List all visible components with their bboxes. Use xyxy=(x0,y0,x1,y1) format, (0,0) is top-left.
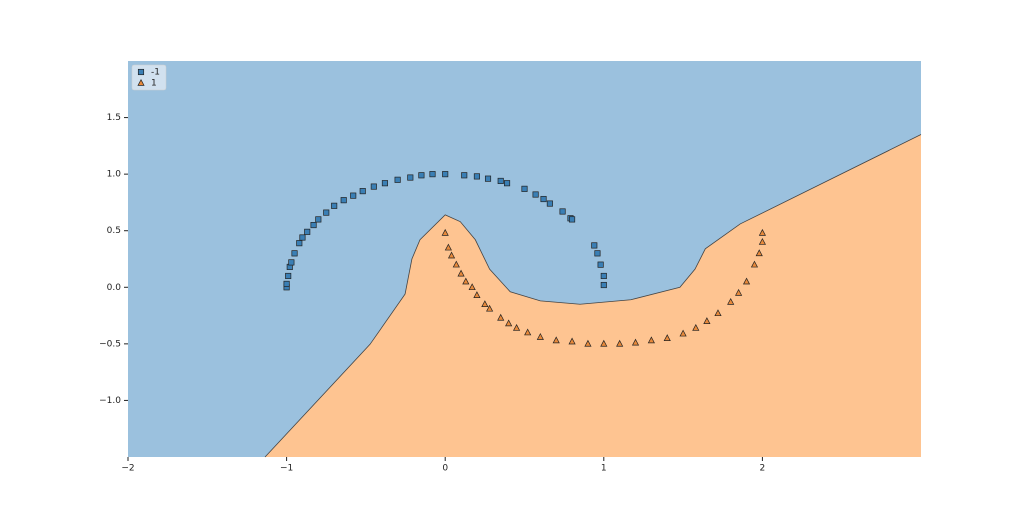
point xyxy=(532,191,539,198)
point xyxy=(512,323,521,331)
point xyxy=(727,297,735,305)
point xyxy=(758,237,766,245)
point xyxy=(394,176,401,183)
x-tick-label: 1 xyxy=(601,464,607,474)
series xyxy=(441,228,766,347)
legend-marker xyxy=(137,68,145,76)
x-tick-label: −2 xyxy=(121,464,134,474)
legend-marker xyxy=(137,78,145,86)
point xyxy=(447,251,456,259)
point xyxy=(504,180,511,187)
y-tick-label: 1.0 xyxy=(107,170,122,180)
point xyxy=(407,174,414,181)
point xyxy=(497,177,504,184)
point xyxy=(429,171,436,178)
point xyxy=(442,171,449,178)
point xyxy=(597,261,604,268)
point xyxy=(584,339,592,347)
point xyxy=(285,272,292,280)
x-tick-label: 2 xyxy=(760,464,766,474)
point xyxy=(418,172,425,179)
point xyxy=(340,197,347,204)
point xyxy=(703,317,711,324)
point xyxy=(323,209,330,216)
legend-label: -1 xyxy=(151,68,160,78)
point xyxy=(484,175,492,182)
legend-label: 1 xyxy=(151,79,157,89)
point xyxy=(616,339,624,347)
region-pos xyxy=(265,134,921,458)
point xyxy=(524,328,532,336)
point xyxy=(600,281,607,289)
point xyxy=(679,329,687,337)
point xyxy=(755,249,763,257)
point xyxy=(468,283,476,291)
point xyxy=(359,188,366,195)
point xyxy=(299,234,306,241)
y-tick-label: 1.5 xyxy=(107,113,121,123)
point xyxy=(441,228,449,236)
point xyxy=(381,180,388,187)
legend-box xyxy=(131,64,167,91)
y-tick-label: −0.5 xyxy=(99,339,121,349)
point xyxy=(600,272,607,280)
point xyxy=(304,228,311,235)
point xyxy=(714,309,722,317)
point xyxy=(444,243,452,251)
point xyxy=(600,339,608,347)
point xyxy=(521,185,528,192)
point xyxy=(750,260,759,268)
point xyxy=(473,291,481,298)
point xyxy=(568,337,576,345)
point xyxy=(310,222,317,229)
point xyxy=(486,304,494,312)
point xyxy=(540,195,547,203)
point xyxy=(481,300,489,308)
x-tick-label: −1 xyxy=(280,464,293,474)
y-tick-label: 0.5 xyxy=(107,226,121,236)
point xyxy=(457,269,465,277)
point xyxy=(663,334,671,341)
point xyxy=(546,200,553,207)
point xyxy=(569,216,576,223)
decision-boundary xyxy=(264,134,922,458)
point xyxy=(473,173,480,180)
point xyxy=(692,323,700,331)
point xyxy=(758,228,766,236)
point xyxy=(594,250,601,257)
point xyxy=(497,313,505,321)
point xyxy=(559,208,566,215)
point xyxy=(288,259,295,266)
point xyxy=(631,338,640,346)
point xyxy=(591,242,598,249)
point xyxy=(742,277,751,285)
point xyxy=(735,288,743,296)
y-tick-label: 0.0 xyxy=(107,283,122,293)
series xyxy=(283,171,607,291)
point xyxy=(505,319,513,327)
point xyxy=(283,280,290,287)
point xyxy=(536,333,544,340)
point xyxy=(647,336,655,344)
point xyxy=(461,172,468,179)
point xyxy=(315,216,322,223)
point xyxy=(291,250,298,257)
point xyxy=(350,192,357,199)
point xyxy=(452,260,460,268)
point xyxy=(296,240,303,247)
point xyxy=(370,183,377,190)
point xyxy=(331,202,338,209)
point xyxy=(552,336,560,344)
point xyxy=(462,277,470,285)
y-tick-label: −1.0 xyxy=(99,396,121,406)
x-tick-label: 0 xyxy=(442,464,448,474)
